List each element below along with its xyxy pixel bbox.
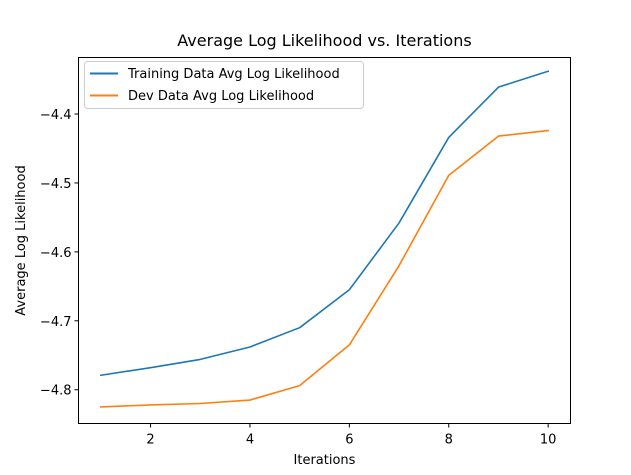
y-axis-label: Average Log Likelihood xyxy=(14,165,29,315)
legend-label-training: Training Data Avg Log Likelihood xyxy=(127,67,340,82)
legend-box xyxy=(84,61,364,109)
series-line-training xyxy=(99,70,550,377)
x-axis-label: Iterations xyxy=(294,453,356,468)
legend-label-dev: Dev Data Avg Log Likelihood xyxy=(128,89,314,104)
y-tick-label: −4.7 xyxy=(40,315,72,330)
x-tick-label: 10 xyxy=(540,433,557,448)
plot-area xyxy=(99,70,550,408)
y-tick-label: −4.4 xyxy=(40,108,72,123)
y-axis: −4.8 −4.7 −4.6 −4.5 −4.4 xyxy=(40,108,79,399)
x-tick-label: 6 xyxy=(345,433,353,448)
x-axis: 2 4 6 8 10 xyxy=(146,423,557,448)
x-tick-label: 2 xyxy=(146,433,154,448)
y-tick-label: −4.5 xyxy=(40,177,72,192)
y-tick-label: −4.8 xyxy=(40,384,72,399)
x-tick-label: 8 xyxy=(445,433,453,448)
x-tick-label: 4 xyxy=(246,433,254,448)
y-tick-label: −4.6 xyxy=(40,246,72,261)
plot-frame xyxy=(78,57,571,424)
series-line-dev xyxy=(100,129,550,408)
legend: Training Data Avg Log Likelihood Dev Dat… xyxy=(84,61,364,109)
chart-title: Average Log Likelihood vs. Iterations xyxy=(177,31,471,50)
